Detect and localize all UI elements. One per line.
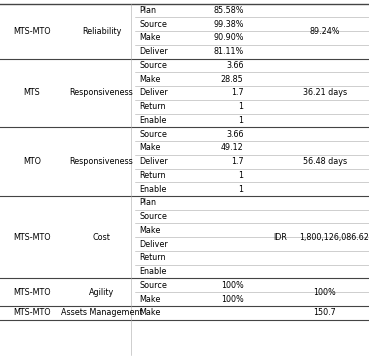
Text: MTO: MTO <box>23 157 41 166</box>
Text: Plan: Plan <box>139 6 156 15</box>
Text: 90.90%: 90.90% <box>213 34 244 42</box>
Text: Plan: Plan <box>139 198 156 207</box>
Text: Deliver: Deliver <box>139 240 168 248</box>
Text: 28.85: 28.85 <box>221 75 244 84</box>
Text: Make: Make <box>139 34 161 42</box>
Text: Source: Source <box>139 20 168 29</box>
Text: Responsiveness: Responsiveness <box>70 157 133 166</box>
Text: Make: Make <box>139 75 161 84</box>
Text: Enable: Enable <box>139 267 167 276</box>
Text: 100%: 100% <box>221 281 244 290</box>
Text: 1: 1 <box>238 171 244 180</box>
Text: Source: Source <box>139 212 168 221</box>
Text: 1.7: 1.7 <box>231 89 244 97</box>
Text: Deliver: Deliver <box>139 47 168 56</box>
Text: Make: Make <box>139 295 161 303</box>
Text: Deliver: Deliver <box>139 89 168 97</box>
Text: Responsiveness: Responsiveness <box>70 89 133 97</box>
Text: Enable: Enable <box>139 116 167 125</box>
Text: 1.7: 1.7 <box>231 157 244 166</box>
Text: Make: Make <box>139 226 161 235</box>
Text: 49.12: 49.12 <box>221 144 244 152</box>
Text: 1: 1 <box>238 185 244 193</box>
Text: MTS-MTO: MTS-MTO <box>13 26 51 36</box>
Text: 3.66: 3.66 <box>226 130 244 139</box>
Text: Cost: Cost <box>93 233 110 242</box>
Text: Return: Return <box>139 171 166 180</box>
Text: 1: 1 <box>238 116 244 125</box>
Text: 100%: 100% <box>313 288 336 297</box>
Text: 85.58%: 85.58% <box>213 6 244 15</box>
Text: 1,800,126,086.62: 1,800,126,086.62 <box>299 233 369 242</box>
Text: Return: Return <box>139 102 166 111</box>
Text: Make: Make <box>139 308 161 317</box>
Text: 1: 1 <box>238 102 244 111</box>
Text: Return: Return <box>139 253 166 262</box>
Text: Reliability: Reliability <box>82 26 121 36</box>
Text: 36.21 days: 36.21 days <box>303 89 347 97</box>
Text: MTS-MTO: MTS-MTO <box>13 288 51 297</box>
Text: Agility: Agility <box>89 288 114 297</box>
Text: 99.38%: 99.38% <box>213 20 244 29</box>
Text: Source: Source <box>139 281 168 290</box>
Text: Assets Management: Assets Management <box>61 308 142 317</box>
Text: Enable: Enable <box>139 185 167 193</box>
Text: MTS: MTS <box>24 89 41 97</box>
Text: Source: Source <box>139 61 168 70</box>
Text: 100%: 100% <box>221 295 244 303</box>
Text: 89.24%: 89.24% <box>310 26 340 36</box>
Text: 81.11%: 81.11% <box>213 47 244 56</box>
Text: MTS-MTO: MTS-MTO <box>13 233 51 242</box>
Text: 3.66: 3.66 <box>226 61 244 70</box>
Text: Deliver: Deliver <box>139 157 168 166</box>
Text: Make: Make <box>139 144 161 152</box>
Text: 150.7: 150.7 <box>313 308 336 317</box>
Text: Source: Source <box>139 130 168 139</box>
Text: IDR: IDR <box>273 233 287 242</box>
Text: MTS-MTO: MTS-MTO <box>13 308 51 317</box>
Text: 56.48 days: 56.48 days <box>303 157 347 166</box>
